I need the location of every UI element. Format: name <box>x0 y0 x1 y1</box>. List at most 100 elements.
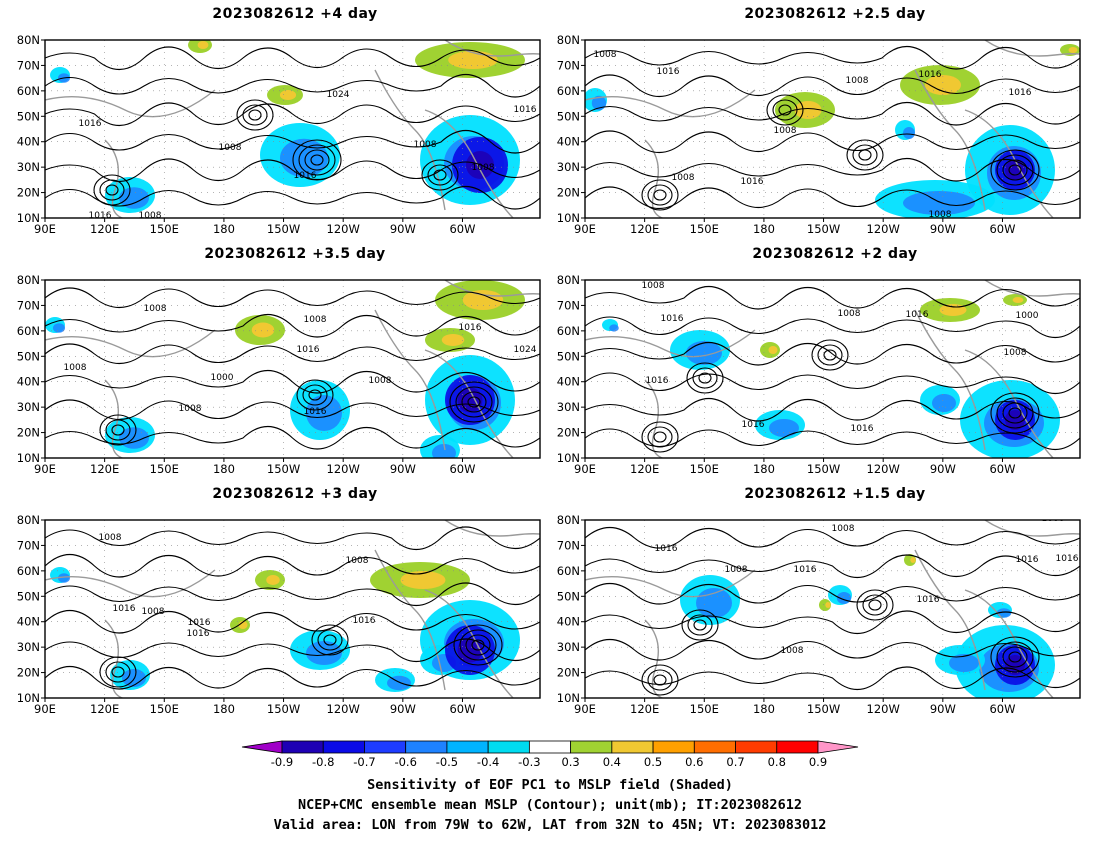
colorbar-box <box>322 740 365 754</box>
sensitivity-shading <box>279 90 297 100</box>
lon-label: 90W <box>930 462 956 476</box>
lon-label: 90W <box>930 222 956 236</box>
sensitivity-shading <box>1068 47 1078 53</box>
map-frame <box>44 39 541 219</box>
colorbar-tick-label: 0.5 <box>644 755 662 769</box>
sensitivity-shading <box>266 575 280 585</box>
mslp-contour <box>766 94 804 126</box>
colorbar-tick-label: -0.8 <box>312 755 334 769</box>
mslp-contour <box>308 389 322 401</box>
lon-label: 90E <box>574 222 596 236</box>
contour-label: 1008 <box>346 556 369 566</box>
lat-label: 60N <box>17 84 40 98</box>
mslp-contour <box>427 164 453 186</box>
sensitivity-shading <box>197 41 209 49</box>
mslp-contour <box>111 666 125 678</box>
contour-label: 1008 <box>725 565 748 575</box>
mslp-contour <box>647 669 673 691</box>
lon-label: 150E <box>690 702 719 716</box>
coastline <box>914 69 986 211</box>
contour-label: 1016 <box>1016 555 1039 565</box>
caption-line-2: NCEP+CMC ensemble mean MSLP (Contour); u… <box>298 797 802 813</box>
coastline <box>424 349 515 458</box>
colorbar-box <box>446 740 489 754</box>
mslp-contour <box>99 179 125 201</box>
mslp-contour <box>1002 402 1028 424</box>
lon-label: 150W <box>807 702 840 716</box>
map-panel: 1016 1016 1008 1024 1016 1008 1008 1016 1008 80N 7… <box>17 33 541 236</box>
lon-label: 90W <box>390 222 416 236</box>
mslp-contour <box>45 287 540 309</box>
mslp-contour <box>996 641 1034 673</box>
coastline <box>374 549 446 691</box>
sensitivity-shading <box>925 75 961 95</box>
lon-label: 60W <box>989 222 1015 236</box>
mslp-contour <box>93 174 131 206</box>
lat-label: 30N <box>557 160 580 174</box>
lat-label: 30N <box>17 640 40 654</box>
lat-label: 70N <box>17 58 40 72</box>
colorbar-box <box>570 740 613 754</box>
mslp-contour <box>585 582 1080 605</box>
mslp-contour <box>317 629 343 651</box>
lat-label: 80N <box>17 513 40 527</box>
lat-label: 10N <box>17 691 40 705</box>
colorbar-tick-label: 0.3 <box>561 755 579 769</box>
contour-label: 1008 <box>642 281 665 291</box>
lat-label: 30N <box>557 640 580 654</box>
lon-label: 90E <box>34 702 56 716</box>
mslp-contour <box>811 339 849 371</box>
mslp-contour <box>585 428 1080 451</box>
mslp-contour <box>105 661 131 683</box>
mslp-contour <box>467 396 481 408</box>
coastline <box>984 40 1080 57</box>
contour-label: 1016 <box>917 595 940 605</box>
lat-label: 40N <box>557 375 580 389</box>
lon-label: 120E <box>90 702 119 716</box>
panel-4day: 2023082612 +4 day 1016 1016 1008 1024 1016 10… <box>0 0 550 245</box>
lat-label: 70N <box>17 298 40 312</box>
coastline <box>374 309 446 451</box>
colorbar-box <box>281 740 324 754</box>
sensitivity-shading <box>609 324 619 332</box>
contour-label: 1016 <box>661 314 684 324</box>
coastline <box>585 569 756 598</box>
contour-label: 1024 <box>514 345 537 355</box>
mslp-contour <box>990 636 1040 678</box>
contour-label: 1016 <box>1056 554 1079 564</box>
caption-line-3: Valid area: LON from 79W to 62W, LAT fro… <box>273 817 827 833</box>
mslp-contour <box>693 619 707 631</box>
contour-label: 1024 <box>327 90 350 100</box>
lat-label: 80N <box>17 33 40 47</box>
contour-label: 1016 <box>655 544 678 554</box>
lat-label: 80N <box>557 33 580 47</box>
panel-3.5day: 2023082612 +3.5 day 1008 1008 1016 1000 1016… <box>0 240 550 485</box>
sensitivity-shading <box>949 654 979 672</box>
contour-label: 1016 <box>294 171 317 181</box>
coastline <box>444 40 540 57</box>
colorbar-tick-label: -0.5 <box>436 755 458 769</box>
contour-label: 1008 <box>846 76 869 86</box>
lat-label: 50N <box>17 109 40 123</box>
lon-label: 120E <box>630 222 659 236</box>
colorbar-box <box>693 740 736 754</box>
map-layer: 1016 1016 1008 1024 1016 1008 1008 1016 1008 <box>45 40 540 218</box>
mslp-contour <box>311 624 349 656</box>
contour-label: 1008 <box>672 173 695 183</box>
colorbar-box <box>405 740 448 754</box>
panel-1.5day: 2023082612 +1.5 day 1008 1016 1008 1016 1000… <box>545 480 1100 725</box>
mslp-contour <box>302 384 328 406</box>
panel-title: 2023082612 +4 day <box>212 6 378 22</box>
lon-label: 120W <box>327 702 360 716</box>
panel-title: 2023082612 +3 day <box>212 486 378 502</box>
lat-label: 40N <box>17 375 40 389</box>
contour-label: 1016 <box>297 345 320 355</box>
mslp-contour <box>304 149 330 171</box>
sensitivity-shading <box>794 101 822 119</box>
contour-label: 1016 <box>79 119 102 129</box>
lon-label: 180 <box>753 222 775 236</box>
lat-label: 20N <box>557 426 580 440</box>
lat-label: 40N <box>17 135 40 149</box>
contour-label: 1008 <box>99 533 122 543</box>
